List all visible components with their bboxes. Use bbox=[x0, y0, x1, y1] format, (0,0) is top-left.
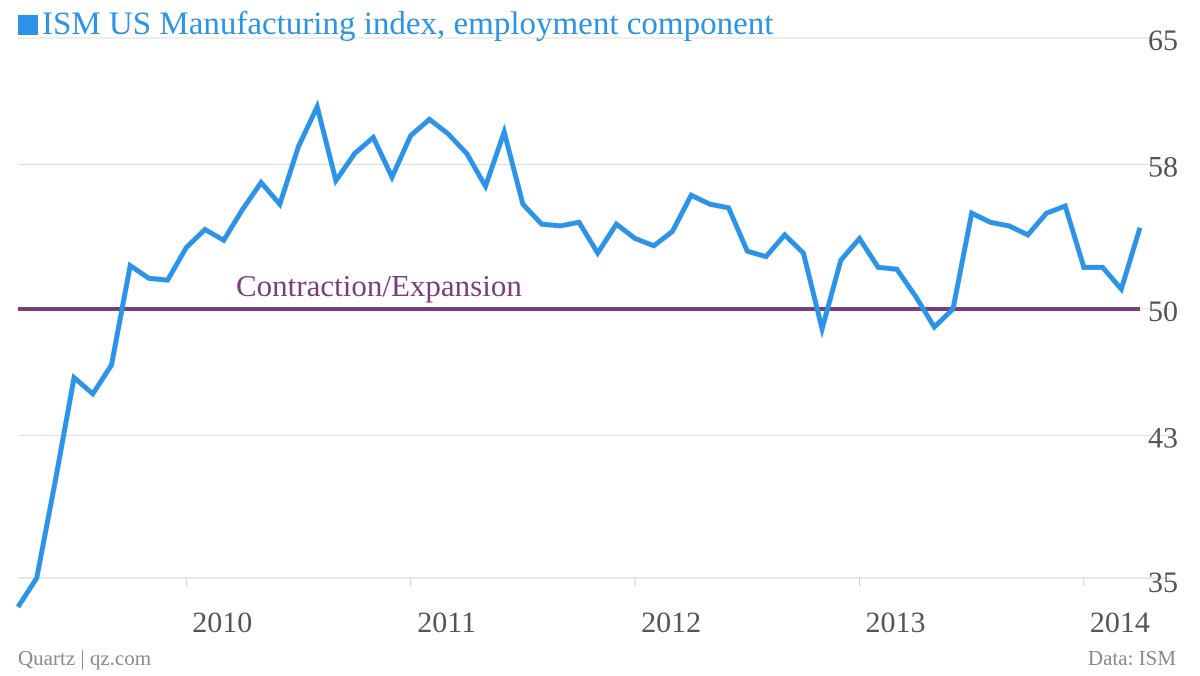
x-tick-label: 2013 bbox=[866, 606, 926, 639]
x-tick-label: 2011 bbox=[417, 606, 476, 639]
series-group bbox=[15, 99, 1143, 609]
series-line bbox=[15, 99, 1143, 609]
y-tick-label: 35 bbox=[1148, 566, 1178, 599]
x-tick-label: 2014 bbox=[1090, 606, 1150, 639]
data-source: Data: ISM bbox=[1087, 646, 1176, 670]
legend-swatch bbox=[18, 14, 38, 35]
x-tick-label: 2012 bbox=[641, 606, 701, 639]
source-credit: Quartz | qz.com bbox=[18, 646, 152, 670]
chart-title: ISM US Manufacturing index, employment c… bbox=[42, 6, 774, 42]
y-axis: 65 58 50 43 35 bbox=[1148, 24, 1178, 599]
x-tick-label: 2010 bbox=[192, 606, 252, 639]
y-tick-label: 65 bbox=[1148, 24, 1178, 57]
legend: ISM US Manufacturing index, employment c… bbox=[18, 6, 773, 43]
y-tick-label: 58 bbox=[1148, 150, 1178, 183]
x-axis: 2010 2011 2012 2013 2014 bbox=[185, 578, 1150, 639]
y-tick-label: 43 bbox=[1148, 421, 1178, 454]
reference-line-label: Contraction/Expansion bbox=[236, 268, 522, 303]
y-tick-label: 50 bbox=[1148, 295, 1178, 328]
reference-line-group: Contraction/Expansion bbox=[18, 268, 1140, 311]
